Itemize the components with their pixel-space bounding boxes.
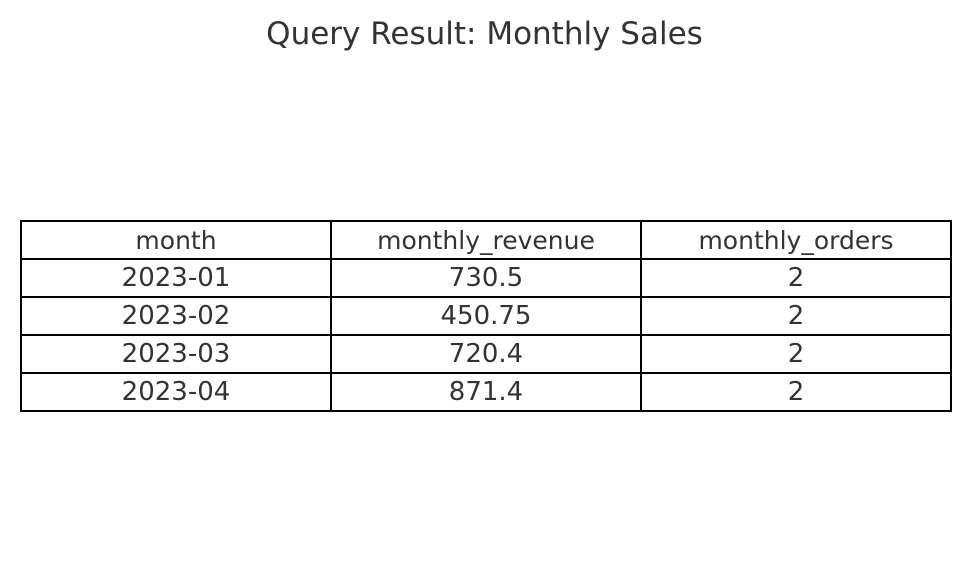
table-cell-monthly-revenue: 720.4 bbox=[330, 334, 642, 374]
table-row: 2023-02 450.75 2 bbox=[20, 296, 952, 336]
table-row: 2023-03 720.4 2 bbox=[20, 334, 952, 374]
chart-title: Query Result: Monthly Sales bbox=[266, 16, 703, 52]
table-cell-monthly-orders: 2 bbox=[640, 334, 952, 374]
column-header-monthly-revenue: monthly_revenue bbox=[330, 220, 642, 260]
table-cell-monthly-orders: 2 bbox=[640, 258, 952, 298]
result-table: month monthly_revenue monthly_orders 202… bbox=[20, 220, 952, 412]
table-cell-month: 2023-01 bbox=[20, 258, 332, 298]
table-row: 2023-04 871.4 2 bbox=[20, 372, 952, 412]
table-header-row: month monthly_revenue monthly_orders bbox=[20, 220, 952, 260]
table-row: 2023-01 730.5 2 bbox=[20, 258, 952, 298]
table-cell-monthly-revenue: 871.4 bbox=[330, 372, 642, 412]
column-header-monthly-orders: monthly_orders bbox=[640, 220, 952, 260]
table-cell-monthly-orders: 2 bbox=[640, 296, 952, 336]
column-header-month: month bbox=[20, 220, 332, 260]
table-cell-monthly-revenue: 450.75 bbox=[330, 296, 642, 336]
table-cell-month: 2023-04 bbox=[20, 372, 332, 412]
table-cell-month: 2023-03 bbox=[20, 334, 332, 374]
table-cell-month: 2023-02 bbox=[20, 296, 332, 336]
table-cell-monthly-revenue: 730.5 bbox=[330, 258, 642, 298]
table-cell-monthly-orders: 2 bbox=[640, 372, 952, 412]
